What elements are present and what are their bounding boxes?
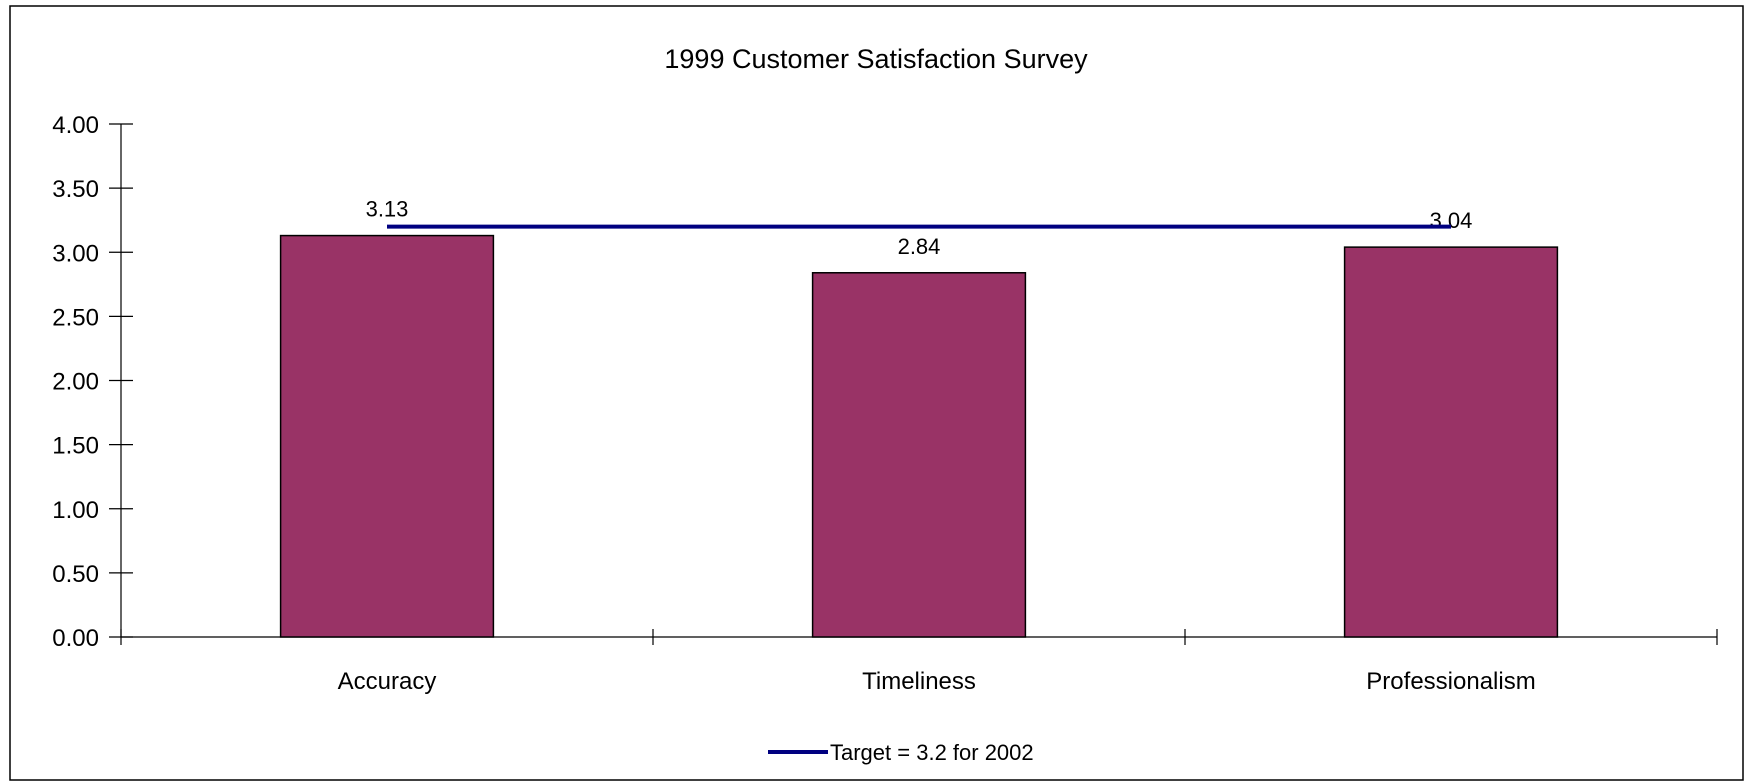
- bar: [1343, 246, 1559, 638]
- bar-series: 3.13 2.84 3.04: [279, 197, 1559, 638]
- data-label: 2.84: [898, 234, 941, 259]
- y-tick-label: 0.00: [52, 625, 99, 652]
- x-tick-label: Professionalism: [1366, 668, 1535, 695]
- legend-label-target: Target = 3.2 for 2002: [830, 740, 1034, 765]
- bar: [279, 234, 495, 638]
- y-tick-label: 3.00: [52, 240, 99, 267]
- x-tick-label: Timeliness: [862, 668, 976, 695]
- y-tick-label: 1.00: [52, 497, 99, 524]
- y-tick-label: 4.00: [52, 112, 99, 139]
- chart-title: 1999 Customer Satisfaction Survey: [664, 44, 1088, 74]
- data-label: 3.04: [1430, 208, 1473, 233]
- y-tick-label: 0.50: [52, 561, 99, 588]
- legend: Target = 3.2 for 2002: [768, 740, 1034, 765]
- x-tick-label: Accuracy: [338, 668, 437, 695]
- y-tick-label: 2.50: [52, 304, 99, 331]
- y-axis: 0.00 0.50 1.00 1.50 2.00 2.50 3.00 3.50 4.00: [52, 112, 133, 652]
- y-tick-label: 1.50: [52, 433, 99, 460]
- data-label: 3.13: [366, 197, 409, 222]
- bar: [811, 272, 1027, 638]
- y-tick-label: 3.50: [52, 176, 99, 203]
- y-tick-label: 2.00: [52, 369, 99, 396]
